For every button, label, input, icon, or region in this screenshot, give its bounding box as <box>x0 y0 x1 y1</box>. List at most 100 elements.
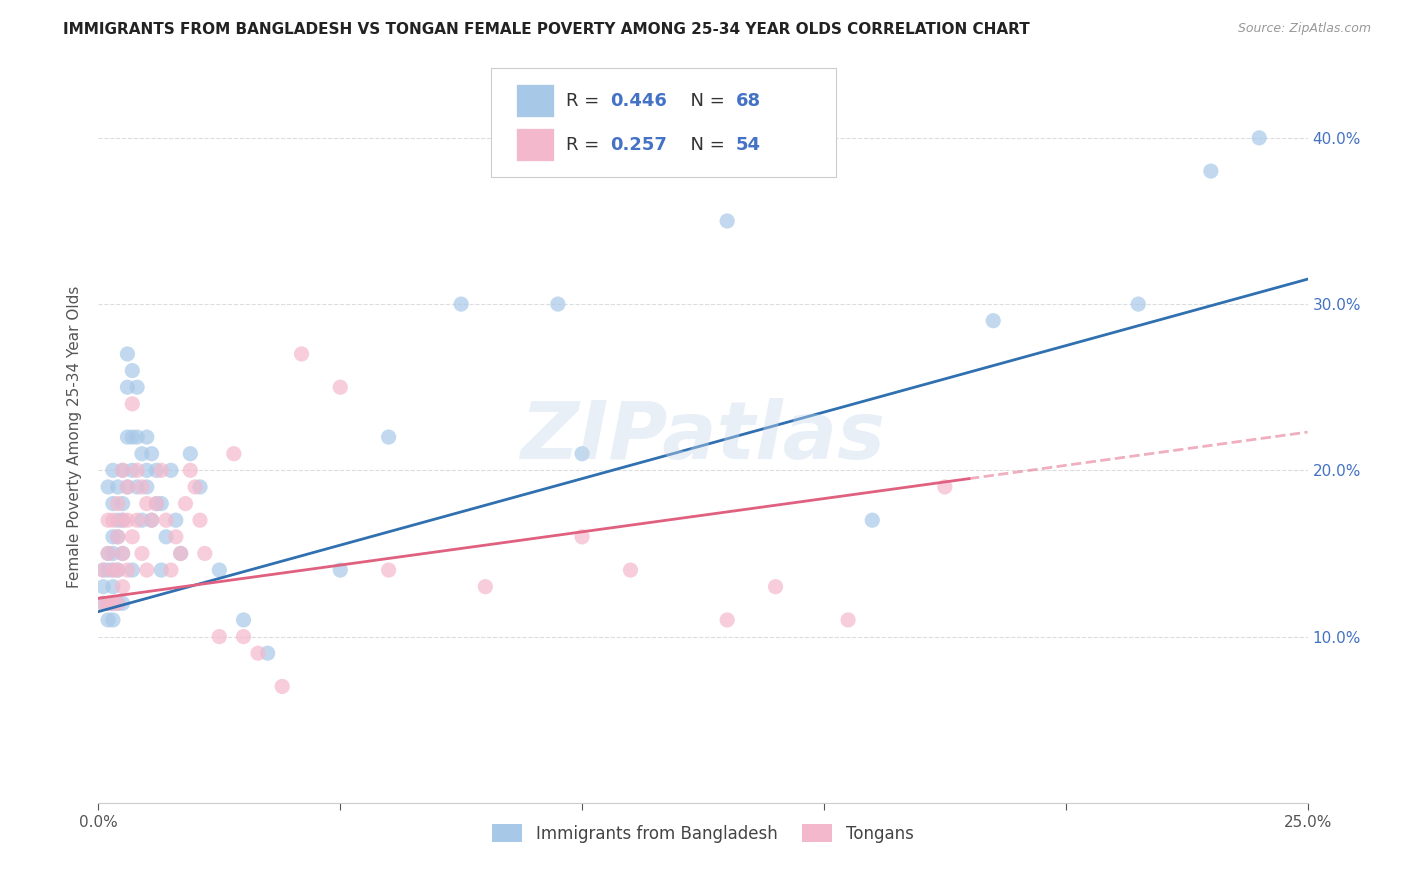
Point <box>208 630 231 644</box>
Point <box>619 563 641 577</box>
Point <box>101 463 124 477</box>
Point <box>127 480 149 494</box>
Point <box>247 646 270 660</box>
Point <box>131 447 153 461</box>
Point <box>97 596 120 610</box>
Point <box>150 497 173 511</box>
Point <box>91 563 114 577</box>
Point <box>127 463 149 477</box>
Point <box>91 580 114 594</box>
Point <box>97 613 120 627</box>
Point <box>107 530 129 544</box>
Point <box>174 497 197 511</box>
Text: 0.446: 0.446 <box>610 92 666 110</box>
Point <box>150 563 173 577</box>
Point <box>111 596 134 610</box>
Point <box>208 563 231 577</box>
Point <box>131 513 153 527</box>
Point <box>179 447 201 461</box>
Y-axis label: Female Poverty Among 25-34 Year Olds: Female Poverty Among 25-34 Year Olds <box>67 286 83 588</box>
Point <box>107 480 129 494</box>
Point <box>1199 164 1222 178</box>
Point <box>1128 297 1150 311</box>
Point <box>141 513 163 527</box>
Point <box>121 530 143 544</box>
Point <box>117 480 139 494</box>
Point <box>188 513 211 527</box>
Text: ZIPatlas: ZIPatlas <box>520 398 886 476</box>
Point <box>121 397 143 411</box>
Point <box>127 430 149 444</box>
Point <box>107 563 129 577</box>
Bar <box>516 128 554 161</box>
Point <box>716 214 738 228</box>
Point <box>271 680 294 694</box>
Point <box>101 596 124 610</box>
Text: N =: N = <box>679 136 730 153</box>
Point <box>107 497 129 511</box>
Point <box>145 497 167 511</box>
Point <box>91 596 114 610</box>
Text: Source: ZipAtlas.com: Source: ZipAtlas.com <box>1237 22 1371 36</box>
Point <box>329 563 352 577</box>
Point <box>111 546 134 560</box>
Point <box>474 580 496 594</box>
Point <box>135 563 157 577</box>
Point <box>101 546 124 560</box>
Point <box>121 463 143 477</box>
Point <box>117 430 139 444</box>
Point <box>111 463 134 477</box>
Point <box>860 513 883 527</box>
Point <box>450 297 472 311</box>
Point <box>141 447 163 461</box>
Point <box>117 480 139 494</box>
Point <box>141 513 163 527</box>
Point <box>101 613 124 627</box>
Point <box>155 513 177 527</box>
Point <box>131 546 153 560</box>
Point <box>91 596 114 610</box>
Point <box>934 480 956 494</box>
Point <box>111 580 134 594</box>
Point <box>765 580 787 594</box>
Point <box>290 347 312 361</box>
Legend: Immigrants from Bangladesh, Tongans: Immigrants from Bangladesh, Tongans <box>485 818 921 849</box>
Point <box>150 463 173 477</box>
Point <box>97 596 120 610</box>
Point <box>377 563 399 577</box>
Point <box>97 546 120 560</box>
Point <box>1249 131 1271 145</box>
Point <box>165 530 187 544</box>
Point <box>135 480 157 494</box>
Point <box>135 463 157 477</box>
Point <box>194 546 217 560</box>
Point <box>111 497 134 511</box>
Text: R =: R = <box>567 136 606 153</box>
Point <box>377 430 399 444</box>
Point <box>107 530 129 544</box>
Point <box>91 563 114 577</box>
Point <box>571 530 593 544</box>
Point <box>256 646 278 660</box>
Text: 68: 68 <box>735 92 761 110</box>
Point <box>981 314 1004 328</box>
Point <box>101 530 124 544</box>
Point <box>111 463 134 477</box>
Point <box>837 613 859 627</box>
Point <box>188 480 211 494</box>
Point <box>716 613 738 627</box>
Point <box>101 596 124 610</box>
Point <box>160 563 183 577</box>
Point <box>101 563 124 577</box>
Point <box>222 447 245 461</box>
Point <box>101 580 124 594</box>
Point <box>145 497 167 511</box>
Point <box>232 630 254 644</box>
Point <box>111 546 134 560</box>
Text: 54: 54 <box>735 136 761 153</box>
Text: R =: R = <box>567 92 606 110</box>
Point <box>111 513 134 527</box>
Point <box>101 513 124 527</box>
Point <box>571 447 593 461</box>
Point <box>97 563 120 577</box>
